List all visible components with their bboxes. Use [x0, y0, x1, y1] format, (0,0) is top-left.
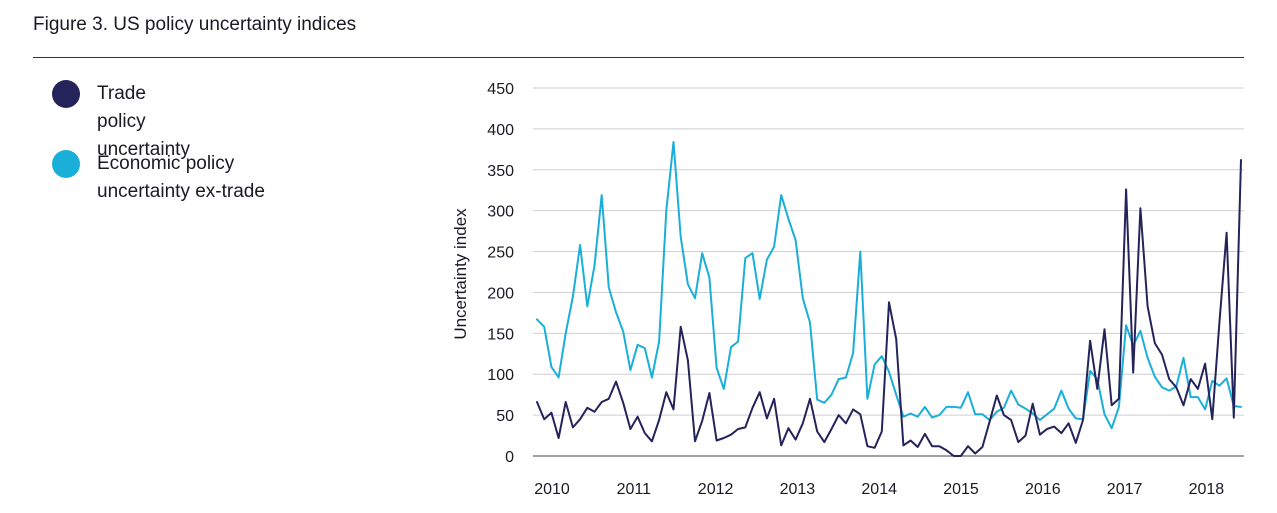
y-tick-label: 200 — [487, 285, 514, 302]
y-tick-label: 250 — [487, 245, 514, 262]
x-tick-label: 2015 — [943, 481, 979, 498]
legend-swatch-economic — [52, 150, 80, 178]
legend-swatch-trade — [52, 80, 80, 108]
x-tick-label: 2013 — [780, 481, 816, 498]
y-tick-label: 350 — [487, 163, 514, 180]
x-tick-label: 2017 — [1107, 481, 1143, 498]
x-tick-label: 2018 — [1189, 481, 1225, 498]
x-tick-label: 2014 — [861, 481, 897, 498]
legend-label-trade: Trade policy uncertainty — [97, 83, 190, 160]
y-tick-label: 400 — [487, 122, 514, 139]
x-tick-label: 2012 — [698, 481, 734, 498]
y-tick-label: 150 — [487, 326, 514, 343]
series-line-economic-policy — [536, 141, 1242, 430]
legend-label-economic: Economic policy uncertainty ex-trade — [97, 153, 265, 202]
y-tick-label: 300 — [487, 204, 514, 221]
y-tick-label: 100 — [487, 367, 514, 384]
series-line-trade-policy — [536, 159, 1242, 457]
y-tick-label: 50 — [496, 408, 514, 425]
y-axis-label: Uncertainty index — [451, 208, 470, 340]
title-divider — [33, 57, 1244, 58]
figure-title: Figure 3. US policy uncertainty indices — [33, 14, 357, 35]
y-tick-label: 0 — [505, 449, 514, 466]
x-tick-label: 2016 — [1025, 481, 1061, 498]
x-tick-label: 2011 — [617, 481, 652, 498]
x-tick-label: 2010 — [534, 481, 570, 498]
y-tick-label: 450 — [487, 81, 514, 98]
